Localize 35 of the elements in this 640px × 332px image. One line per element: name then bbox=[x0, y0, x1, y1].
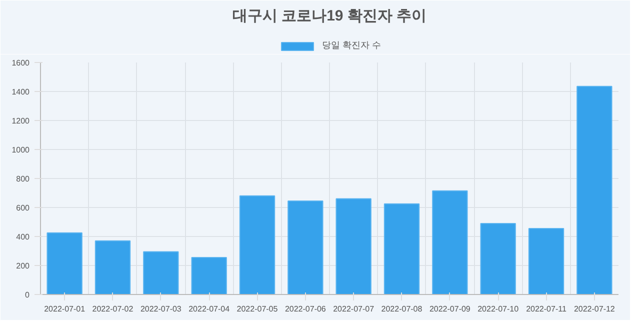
x-tick-label: 2022-07-04 bbox=[188, 304, 230, 314]
bar bbox=[432, 190, 468, 294]
bar bbox=[46, 232, 82, 294]
y-tick-label: 400 bbox=[16, 232, 30, 242]
y-tick-label: 200 bbox=[16, 262, 30, 270]
bar bbox=[288, 200, 324, 294]
y-tick-label: 1600 bbox=[12, 58, 30, 68]
x-tick-label: 2022-07-06 bbox=[284, 304, 326, 314]
y-tick-label: 1400 bbox=[12, 88, 30, 96]
bar bbox=[576, 86, 612, 294]
y-tick-label: 800 bbox=[16, 174, 30, 184]
chart-title: 대구시 코로나19 확진자 추이 bbox=[232, 8, 427, 24]
y-tick-label: 0 bbox=[25, 290, 30, 300]
y-tick-label: 1200 bbox=[12, 116, 30, 126]
bar bbox=[143, 251, 179, 294]
x-tick-label: 2022-07-07 bbox=[333, 304, 375, 314]
bar bbox=[94, 240, 131, 294]
x-tick-label: 2022-07-02 bbox=[92, 304, 134, 314]
bar bbox=[336, 198, 372, 294]
x-tick-label: 2022-07-01 bbox=[44, 304, 86, 314]
x-tick-label: 2022-07-05 bbox=[236, 304, 278, 314]
bar bbox=[384, 203, 420, 294]
bar bbox=[528, 228, 564, 294]
bar bbox=[191, 257, 227, 294]
x-tick-label: 2022-07-09 bbox=[429, 304, 471, 314]
x-tick-label: 2022-07-10 bbox=[478, 304, 520, 314]
x-tick-label: 2022-07-03 bbox=[140, 304, 182, 314]
bar bbox=[239, 195, 276, 294]
x-tick-label: 2022-07-11 bbox=[526, 304, 567, 314]
y-tick-label: 600 bbox=[16, 204, 30, 212]
x-tick-label: 2022-07-08 bbox=[381, 304, 423, 314]
x-tick-label: 2022-07-12 bbox=[574, 304, 616, 314]
bar bbox=[480, 222, 516, 294]
y-tick-label: 1000 bbox=[12, 146, 30, 154]
legend-label: 당일 확진자 수 bbox=[322, 39, 382, 52]
